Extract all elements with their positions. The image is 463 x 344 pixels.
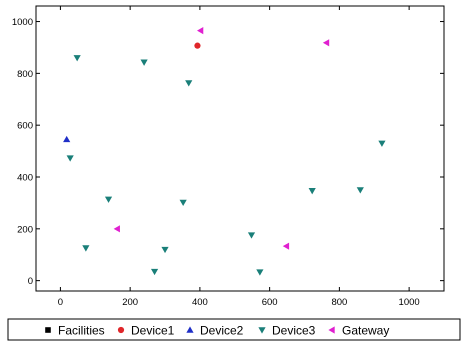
- device3-point: [378, 140, 386, 147]
- x-tick-label: 1000: [399, 297, 420, 308]
- gateway-point: [113, 225, 120, 233]
- legend-box: [7, 318, 461, 341]
- gateway-point: [282, 242, 290, 250]
- x-tick-label: 0: [58, 297, 63, 308]
- legend-label: Device1: [131, 324, 175, 338]
- device3-point: [150, 268, 159, 276]
- axis-ticks: 0 200 400 600 800 1000 0 200 400 600 800 1000: [12, 6, 444, 308]
- plot-area: [35, 5, 445, 292]
- x-tick-label: 200: [122, 297, 138, 308]
- legend-item-device3: Device3: [258, 324, 316, 338]
- device3-point: [256, 269, 264, 276]
- device3-point: [179, 199, 187, 206]
- legend: Facilities Device1 Device2 Device3 Gateway: [7, 318, 461, 341]
- y-tick-label: 800: [17, 69, 33, 80]
- legend-item-facilities: Facilities: [45, 324, 105, 338]
- gateway-point: [322, 39, 330, 47]
- device3-point: [140, 59, 148, 66]
- device1-point: [194, 42, 201, 49]
- device3-point: [73, 55, 81, 62]
- device3-point: [104, 196, 113, 203]
- device3-point: [356, 187, 364, 194]
- y-tick-label: 1000: [12, 17, 33, 28]
- gateway-point: [196, 27, 204, 35]
- device3-point: [82, 245, 90, 252]
- device2-legend-marker: [186, 326, 194, 333]
- y-tick-label: 400: [17, 173, 33, 184]
- y-tick-label: 600: [17, 121, 33, 132]
- data-marks: [63, 27, 386, 276]
- y-tick-label: 200: [17, 224, 33, 235]
- legend-label: Facilities: [58, 324, 105, 338]
- device2-point: [63, 135, 71, 143]
- device3-point: [66, 155, 74, 162]
- legend-item-gateway: Gateway: [328, 324, 389, 338]
- device3-legend-marker: [258, 327, 266, 334]
- y-tick-label: 0: [28, 276, 33, 287]
- legend-item-device1: Device1: [117, 324, 175, 338]
- legend-label: Device3: [272, 324, 316, 338]
- legend-label: Device2: [200, 324, 244, 338]
- gateway-legend-marker: [328, 326, 335, 334]
- legend-item-device2: Device2: [186, 324, 244, 338]
- device3-point: [247, 232, 256, 239]
- x-tick-label: 600: [262, 297, 278, 308]
- device3-point: [308, 188, 316, 195]
- x-tick-label: 400: [192, 297, 208, 308]
- legend-label: Gateway: [342, 324, 389, 338]
- device1-legend-marker: [117, 326, 125, 334]
- x-tick-label: 800: [331, 297, 347, 308]
- device3-point: [185, 80, 193, 87]
- device3-point: [161, 246, 169, 254]
- facilities-legend-marker: [45, 327, 51, 333]
